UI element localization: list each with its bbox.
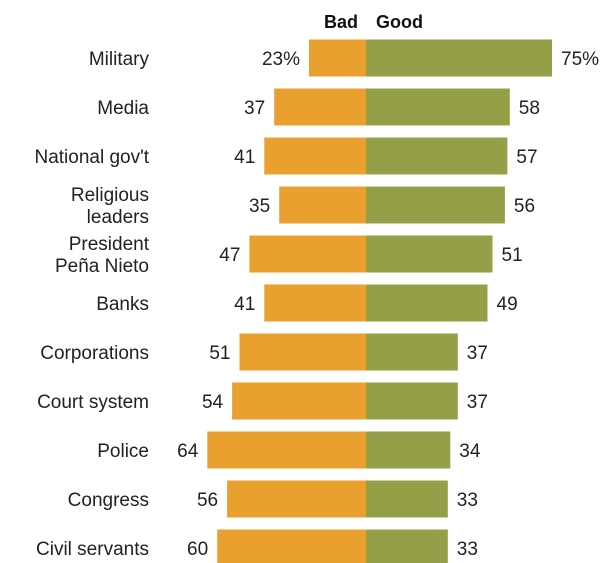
bar-bad [227, 480, 366, 518]
category-label-line: Religious [71, 185, 149, 206]
category-label-line: Court system [37, 392, 149, 413]
bar-good [366, 431, 451, 469]
category-label-line: Military [89, 49, 150, 70]
value-label-good: 57 [516, 147, 537, 168]
value-label-bad: 51 [209, 343, 230, 364]
bar-bad [279, 186, 366, 224]
value-label-good: 37 [467, 343, 488, 364]
bar-bad [217, 529, 366, 563]
category-label: Congress [68, 490, 149, 511]
category-label-line: Civil servants [36, 539, 149, 560]
category-label-line: leaders [87, 207, 149, 228]
bar-good [366, 333, 458, 371]
category-label: President Peña Nieto [55, 234, 150, 277]
value-label-good: 58 [519, 98, 540, 119]
category-label: Military [89, 49, 150, 70]
category-label: Police [97, 441, 149, 462]
category-label: Civil servants [36, 539, 149, 560]
category-label-line: Peña Nieto [55, 256, 149, 277]
bar-good [366, 88, 510, 126]
category-label-line: Banks [96, 294, 149, 315]
category-label: Religious leaders [71, 185, 149, 228]
value-label-good: 49 [497, 294, 518, 315]
bar-good [366, 480, 448, 518]
value-label-good: 75% [561, 49, 599, 70]
value-label-bad: 47 [219, 245, 240, 266]
value-label-good: 51 [502, 245, 523, 266]
bar-bad [264, 137, 366, 175]
value-label-bad: 23% [262, 49, 300, 70]
series-header-bad: Bad [324, 12, 358, 32]
category-label: Banks [96, 294, 149, 315]
value-label-bad: 41 [234, 294, 255, 315]
category-label-line: Congress [68, 490, 149, 511]
value-label-bad: 56 [197, 490, 218, 511]
value-label-good: 33 [457, 539, 478, 560]
value-label-good: 37 [467, 392, 488, 413]
category-label: Corporations [40, 343, 149, 364]
bar-bad [309, 39, 366, 77]
value-label-bad: 54 [202, 392, 224, 413]
category-label-line: National gov't [34, 147, 149, 168]
category-label-line: Police [97, 441, 149, 462]
value-label-bad: 37 [244, 98, 265, 119]
value-label-good: 56 [514, 196, 535, 217]
value-label-bad: 41 [234, 147, 255, 168]
bar-good [366, 39, 552, 77]
bar-bad [232, 382, 366, 420]
bar-good [366, 529, 448, 563]
bar-good [366, 137, 508, 175]
bar-bad [239, 333, 366, 371]
bar-good [366, 235, 493, 273]
bar-bad [249, 235, 366, 273]
value-label-bad: 64 [177, 441, 199, 462]
bar-good [366, 382, 458, 420]
bar-bad [274, 88, 366, 126]
category-label-line: Media [97, 98, 149, 119]
category-label: Media [97, 98, 149, 119]
value-label-good: 33 [457, 490, 478, 511]
category-label: National gov't [34, 147, 149, 168]
category-label: Court system [37, 392, 149, 413]
category-label-line: Corporations [40, 343, 149, 364]
category-label-line: President [69, 234, 150, 255]
bar-good [366, 186, 505, 224]
value-label-bad: 35 [249, 196, 270, 217]
chart-marks: Military 23% 75% Media 37 58 National gov't 41 5… [34, 39, 599, 563]
bar-good [366, 284, 488, 322]
series-headers: Bad Good [324, 12, 423, 32]
series-header-good: Good [376, 12, 423, 32]
bar-bad [207, 431, 366, 469]
value-label-bad: 60 [187, 539, 208, 560]
value-label-good: 34 [459, 441, 481, 462]
bar-bad [264, 284, 366, 322]
